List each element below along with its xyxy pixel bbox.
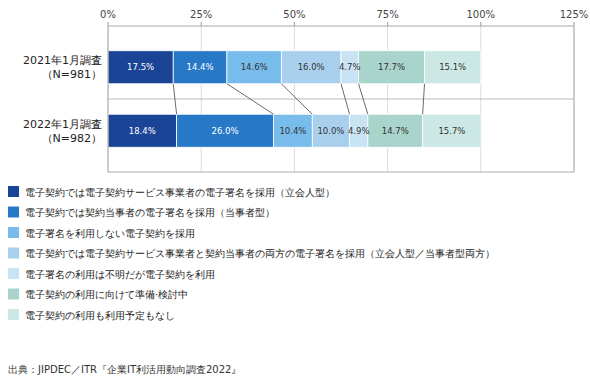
bar-segment xyxy=(423,114,482,147)
tick-mark xyxy=(387,22,388,26)
data-label: 14.7% xyxy=(382,126,409,136)
tick-mark xyxy=(480,22,481,26)
legend-label: 電子契約の利用に向けて準備·検討中 xyxy=(25,289,188,300)
data-label: 16.0% xyxy=(298,62,325,72)
bars xyxy=(108,51,481,147)
data-label: 26.0% xyxy=(212,126,239,136)
legend-label: 電子契約では電子契約サービス事業者と契約当事者の両方の電子署名を採用（立会人型／… xyxy=(25,248,495,259)
bar-segment xyxy=(312,114,349,147)
legend-swatch xyxy=(8,227,19,238)
tick-label: 25% xyxy=(190,9,212,20)
legend: 電子契約では電子契約サービス事業者の電子署名を採用（立会人型） 電子契約では契約当… xyxy=(8,186,495,321)
legend-swatch xyxy=(8,186,19,197)
connector-line xyxy=(281,84,312,114)
plot-frame xyxy=(108,26,574,172)
tick-label: 50% xyxy=(283,9,305,20)
legend-swatch xyxy=(8,309,19,320)
grid xyxy=(108,26,574,172)
category-label: 2021年1月調査（N=981） xyxy=(23,54,102,81)
legend-label: 電子契約の利用も利用予定もなし xyxy=(25,310,175,321)
data-label: 17.7% xyxy=(378,62,405,72)
tick-label: 125% xyxy=(560,9,589,20)
data-label: 10.4% xyxy=(279,126,306,136)
connector-line xyxy=(423,84,425,114)
data-labels: 17.5% 14.4% 14.6% 16.0% 4.7% 17.7% 15.1% 18.4% 2… xyxy=(127,62,466,135)
bar-segment xyxy=(281,51,341,84)
data-label: 4.9% xyxy=(348,126,370,136)
bar-segment xyxy=(425,51,481,84)
legend-label: 電子契約では契約当事者の電子署名を採用（当事者型） xyxy=(25,207,275,218)
bar-segment xyxy=(177,114,274,147)
legend-swatch xyxy=(8,207,19,218)
tick-mark xyxy=(201,22,202,26)
tick-mark xyxy=(108,22,109,26)
tick-mark xyxy=(574,22,575,26)
bar-segment xyxy=(173,51,227,84)
data-label: 10.0% xyxy=(317,126,344,136)
data-label: 15.7% xyxy=(438,126,465,136)
bar-segment xyxy=(274,114,313,147)
connector-line xyxy=(227,84,274,114)
category-label: 2022年1月調査（N=982） xyxy=(23,118,102,145)
legend-label: 電子署名の利用は不明だが電子契約を利用 xyxy=(25,269,215,280)
chart: 0% 25% 50% 75% 100% 125% 17.5% 14.4% 14.6% 16.0% 4… xyxy=(0,0,590,383)
tick-mark xyxy=(294,22,295,26)
bar-segment xyxy=(359,51,425,84)
connectors xyxy=(173,84,424,114)
bar-segment xyxy=(368,114,423,147)
bar-segment xyxy=(108,114,177,147)
legend-label: 電子署名を利用しない電子契約を採用 xyxy=(25,228,195,239)
data-label: 17.5% xyxy=(127,62,154,72)
source-note: 出典：JIPDEC／ITR『企業IT利活用動向調査2022』 xyxy=(8,364,241,375)
data-label: 15.1% xyxy=(439,62,466,72)
bar-segment xyxy=(227,51,281,84)
row-separator xyxy=(108,99,574,100)
legend-swatch xyxy=(8,289,19,300)
data-label: 14.4% xyxy=(187,62,214,72)
legend-swatch xyxy=(8,248,19,259)
legend-swatch xyxy=(8,268,19,279)
data-label: 4.7% xyxy=(339,62,361,72)
connector-line xyxy=(359,84,368,114)
tick-label: 0% xyxy=(100,9,116,20)
connector-line xyxy=(341,84,350,114)
bar-segment xyxy=(108,51,173,84)
data-label: 14.6% xyxy=(241,62,268,72)
tick-label: 75% xyxy=(376,9,398,20)
data-label: 18.4% xyxy=(129,126,156,136)
connector-line xyxy=(173,84,176,114)
legend-label: 電子契約では電子契約サービス事業者の電子署名を採用（立会人型） xyxy=(25,187,335,198)
tick-label: 100% xyxy=(467,9,496,20)
